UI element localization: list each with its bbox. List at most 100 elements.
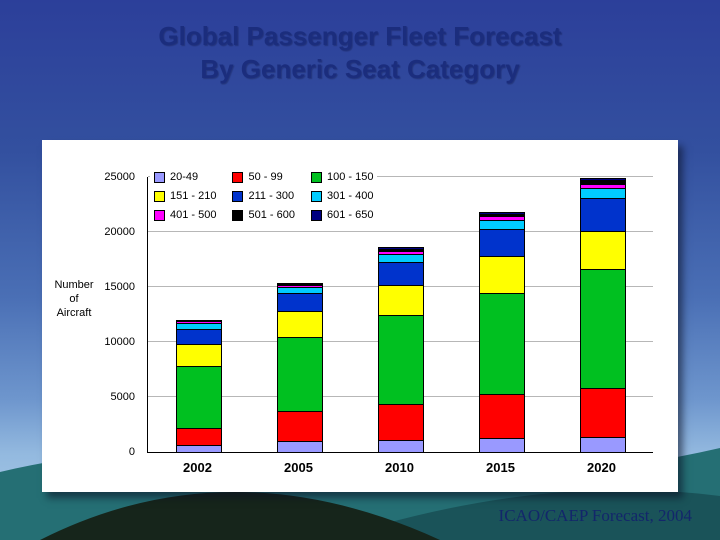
legend-item: 211 - 300 xyxy=(232,190,294,202)
bar-segment-501-600 xyxy=(579,180,626,184)
bar-segment-401-500 xyxy=(377,250,424,255)
credit-text: ICAO/CAEP Forecast, 2004 xyxy=(498,506,692,525)
y-axis-title-line: Aircraft xyxy=(56,307,92,319)
bar-segment-20-49 xyxy=(377,439,424,452)
bar-segment-50-99 xyxy=(478,393,525,438)
x-tick-label: 2020 xyxy=(587,460,616,475)
bar-segment-401-500 xyxy=(478,215,525,220)
bar-segment-301-400 xyxy=(478,219,525,229)
bar-segment-301-400 xyxy=(377,254,424,262)
legend-item: 501 - 600 xyxy=(232,209,295,221)
bar-segment-100-150 xyxy=(579,269,626,389)
title-line-1: Global Passenger Fleet Forecast xyxy=(158,21,562,51)
legend-item: 20-49 xyxy=(154,171,216,183)
x-tick-label: 2010 xyxy=(385,460,414,475)
bar-segment-601-650 xyxy=(579,178,626,181)
legend-label: 50 - 99 xyxy=(248,171,283,183)
legend-item: 401 - 500 xyxy=(154,209,216,221)
title-line-2: By Generic Seat Category xyxy=(200,54,520,84)
bar-segment-100-150 xyxy=(276,336,323,412)
bar-segment-151-210 xyxy=(276,311,323,337)
y-tick-label: 0 xyxy=(128,446,135,458)
bar-group-2005 xyxy=(249,177,350,452)
legend-swatch xyxy=(154,171,165,183)
bar-group-2015 xyxy=(451,177,552,452)
y-tick-label: 20000 xyxy=(104,226,135,238)
plot-area xyxy=(147,176,653,453)
bar-segment-401-500 xyxy=(579,183,626,189)
x-tick-label: 2002 xyxy=(183,460,212,475)
legend-swatch xyxy=(232,209,244,221)
y-tick-label: 15000 xyxy=(104,281,135,293)
bar-segment-50-99 xyxy=(276,411,323,441)
bar-segment-401-500 xyxy=(276,284,323,288)
legend-item: 100 - 150 xyxy=(310,171,374,183)
bar-segment-151-210 xyxy=(478,256,525,293)
chart-legend: 20-49 50 - 99 100 - 150 151 - 210 211 - 300 3… xyxy=(150,168,378,224)
legend-swatch xyxy=(310,209,322,221)
y-axis-title-line: of xyxy=(69,293,79,305)
bar-segment-211-300 xyxy=(175,328,222,345)
chart: Number of Aircraft 0 5000 10000 15000 20000 2… xyxy=(42,140,678,492)
gridline xyxy=(148,231,653,232)
y-axis-title: Number of Aircraft xyxy=(44,278,104,320)
bar-segment-601-650 xyxy=(276,282,323,284)
slide-title: Global Passenger Fleet Forecast By Gener… xyxy=(0,20,720,86)
legend-label: 301 - 400 xyxy=(326,190,374,202)
y-tick-label: 10000 xyxy=(104,336,135,348)
bar-segment-301-400 xyxy=(175,323,222,329)
bar-segment-50-99 xyxy=(579,388,626,437)
legend-swatch xyxy=(310,171,322,183)
bar-segment-211-300 xyxy=(276,292,323,312)
bar-segment-50-99 xyxy=(377,403,424,440)
legend-swatch xyxy=(310,190,322,202)
y-tick-label: 5000 xyxy=(110,391,135,403)
x-tick-label: 2005 xyxy=(284,460,313,475)
bar-segment-50-99 xyxy=(175,427,222,446)
y-axis-tick-labels: 0 5000 10000 15000 20000 25000 xyxy=(42,171,141,458)
bar-segment-401-500 xyxy=(175,321,222,324)
bar-group-2010 xyxy=(350,177,451,452)
legend-label: 401 - 500 xyxy=(170,209,217,221)
bar-segment-20-49 xyxy=(175,445,222,452)
legend-label: 501 - 600 xyxy=(248,209,295,221)
legend-label: 211 - 300 xyxy=(248,190,295,202)
x-tick-label: 2015 xyxy=(486,460,515,475)
y-tick-label: 25000 xyxy=(104,171,135,183)
gridline xyxy=(148,176,653,177)
stacked-bar xyxy=(478,212,525,452)
bar-segment-211-300 xyxy=(579,197,626,231)
bar-segment-501-600 xyxy=(478,213,525,216)
legend-swatch xyxy=(154,209,165,221)
bar-group-2020 xyxy=(552,177,653,452)
stacked-bar xyxy=(377,247,424,452)
bar-segment-151-210 xyxy=(579,230,626,270)
bar-segment-211-300 xyxy=(478,228,525,257)
legend-swatch xyxy=(154,190,165,202)
legend-item: 301 - 400 xyxy=(310,190,374,202)
bar-segment-151-210 xyxy=(377,284,424,315)
stacked-bar xyxy=(276,282,323,452)
y-axis-title-line: Number xyxy=(54,279,94,291)
legend-swatch xyxy=(232,171,244,183)
bar-segment-501-600 xyxy=(377,249,424,251)
legend-label: 20-49 xyxy=(170,171,199,183)
bar-segment-20-49 xyxy=(276,441,323,452)
legend-label: 151 - 210 xyxy=(170,190,217,202)
bar-segment-100-150 xyxy=(377,314,424,404)
bar-segment-20-49 xyxy=(579,436,626,452)
legend-label: 601 - 650 xyxy=(326,209,374,221)
stacked-bar xyxy=(175,320,222,452)
legend-item: 50 - 99 xyxy=(232,171,294,183)
bar-segment-501-600 xyxy=(276,283,323,285)
bar-segment-301-400 xyxy=(579,188,626,198)
legend-label: 100 - 150 xyxy=(326,171,374,183)
legend-item: 601 - 650 xyxy=(310,209,374,221)
x-axis-tick-labels: 2002 2005 2010 2015 2020 xyxy=(147,460,652,475)
bar-segment-151-210 xyxy=(175,344,222,367)
bar-segment-601-650 xyxy=(478,212,525,214)
bar-segment-501-600 xyxy=(175,320,222,322)
legend-swatch xyxy=(232,190,244,202)
bar-segment-100-150 xyxy=(175,366,222,428)
